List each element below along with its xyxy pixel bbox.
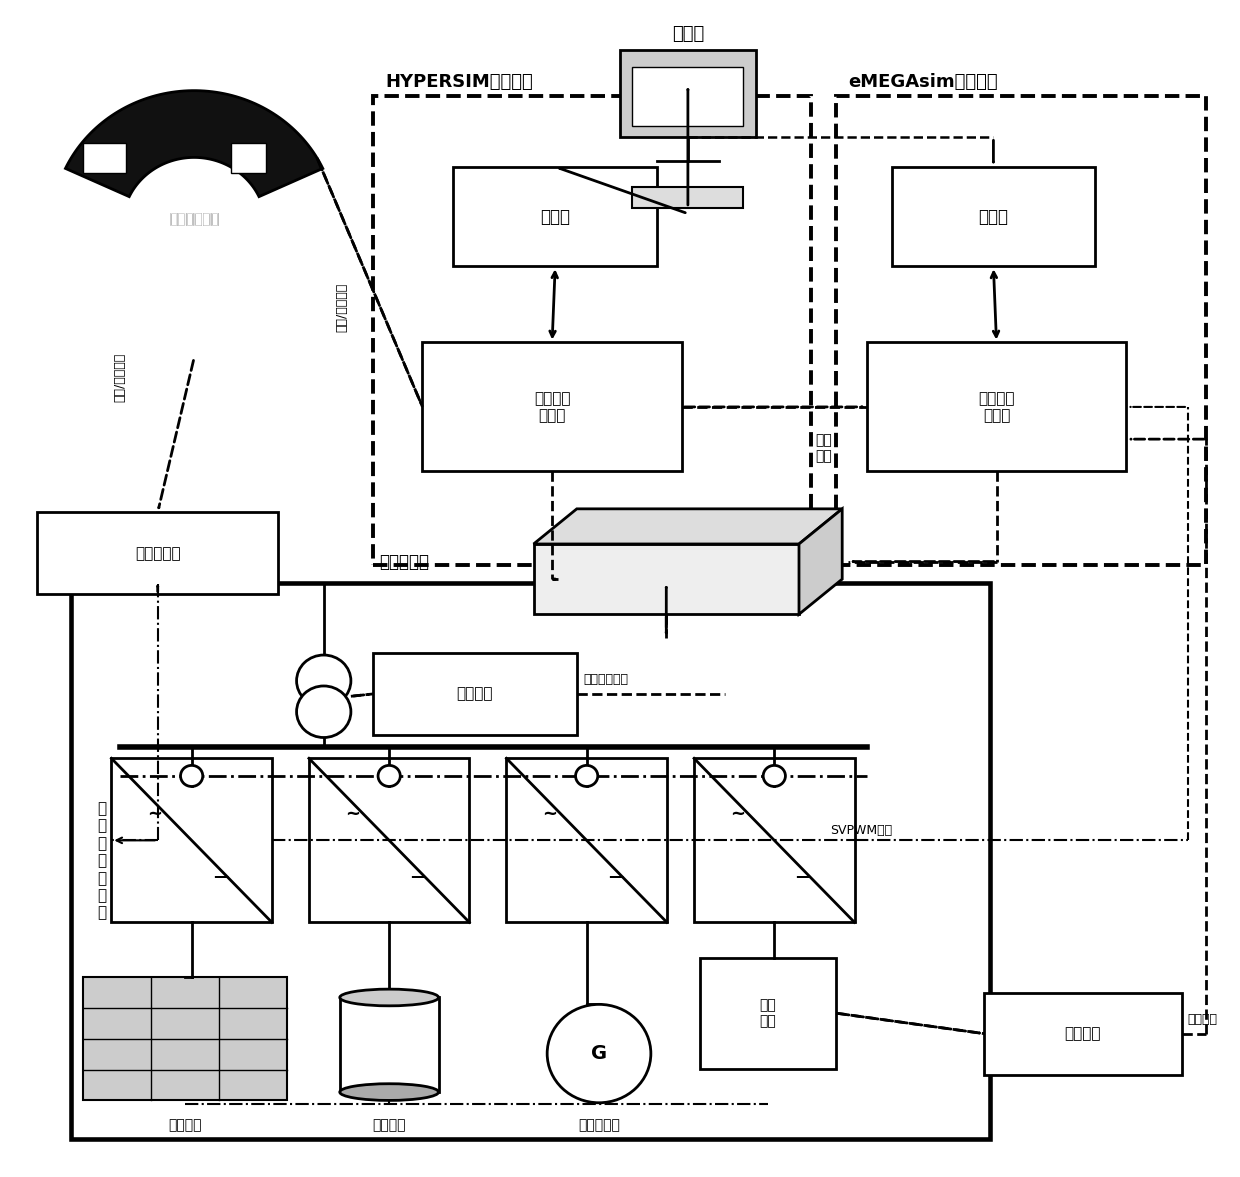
- Text: —: —: [410, 869, 425, 884]
- Text: 仿真机: 仿真机: [541, 207, 570, 226]
- Text: 测控保护: 测控保护: [1065, 1026, 1101, 1042]
- Text: 光伏电池: 光伏电池: [169, 1118, 202, 1132]
- Text: ~: ~: [730, 805, 745, 823]
- Bar: [620, 49, 756, 138]
- Text: ~: ~: [542, 805, 557, 823]
- Text: ~: ~: [345, 805, 360, 823]
- Bar: [836, 97, 1207, 565]
- Text: 测控保护: 测控保护: [456, 686, 494, 701]
- Bar: [112, 758, 272, 923]
- Bar: [694, 758, 854, 923]
- Text: 输入输出
通信机: 输入输出 通信机: [534, 391, 570, 423]
- Bar: [83, 144, 126, 173]
- Polygon shape: [799, 508, 842, 614]
- Text: G: G: [591, 1044, 608, 1063]
- Text: ~: ~: [148, 805, 162, 823]
- Polygon shape: [533, 508, 842, 544]
- Circle shape: [763, 765, 785, 786]
- Circle shape: [296, 686, 351, 738]
- Text: 电流信号: 电流信号: [1188, 1013, 1218, 1026]
- Text: 柴油发电机: 柴油发电机: [578, 1118, 620, 1132]
- Ellipse shape: [340, 989, 439, 1006]
- Bar: [37, 512, 278, 594]
- Text: 储能电池: 储能电池: [372, 1118, 405, 1132]
- Bar: [632, 187, 744, 208]
- Text: 数据/控制信号: 数据/控制信号: [114, 353, 126, 403]
- Text: eMEGAsim仿真系统: eMEGAsim仿真系统: [848, 73, 998, 92]
- Bar: [309, 758, 470, 923]
- Ellipse shape: [340, 1084, 439, 1100]
- Bar: [423, 343, 682, 471]
- Text: 输入输出
通信机: 输入输出 通信机: [978, 391, 1014, 423]
- Bar: [373, 653, 577, 734]
- Text: 变频
负荷: 变频 负荷: [760, 998, 776, 1029]
- Text: SVPWM信号: SVPWM信号: [830, 825, 892, 838]
- Text: 电压电流信号: 电压电流信号: [583, 673, 627, 686]
- Bar: [892, 167, 1095, 266]
- Text: 物
理
微
电
网
系
统: 物 理 微 电 网 系 统: [97, 802, 107, 920]
- Bar: [985, 992, 1182, 1075]
- Bar: [533, 544, 799, 614]
- Text: 模式控制器: 模式控制器: [135, 546, 181, 561]
- Text: 数据/控制信号: 数据/控制信号: [336, 282, 348, 332]
- Circle shape: [575, 765, 598, 786]
- Bar: [454, 167, 657, 266]
- Bar: [701, 958, 836, 1069]
- Bar: [867, 343, 1126, 471]
- Bar: [71, 583, 991, 1139]
- Circle shape: [181, 765, 203, 786]
- Text: 能量管理系统: 能量管理系统: [169, 213, 219, 226]
- Text: HYPERSIM仿真系统: HYPERSIM仿真系统: [386, 73, 533, 92]
- Circle shape: [378, 765, 401, 786]
- Circle shape: [547, 1004, 651, 1103]
- Bar: [632, 67, 744, 126]
- Bar: [231, 144, 265, 173]
- Polygon shape: [66, 91, 322, 197]
- Text: 能量管理系统: 能量管理系统: [169, 213, 219, 226]
- Text: 数据
信号: 数据 信号: [816, 433, 832, 463]
- Text: —: —: [213, 869, 228, 884]
- Circle shape: [296, 656, 351, 706]
- Text: —: —: [608, 869, 624, 884]
- Bar: [83, 977, 286, 1100]
- Bar: [506, 758, 667, 923]
- Text: 仿真机: 仿真机: [978, 207, 1008, 226]
- Bar: [373, 97, 811, 565]
- Text: —: —: [796, 869, 811, 884]
- Text: 功率放大器: 功率放大器: [379, 552, 429, 571]
- Text: 工作站: 工作站: [672, 26, 704, 44]
